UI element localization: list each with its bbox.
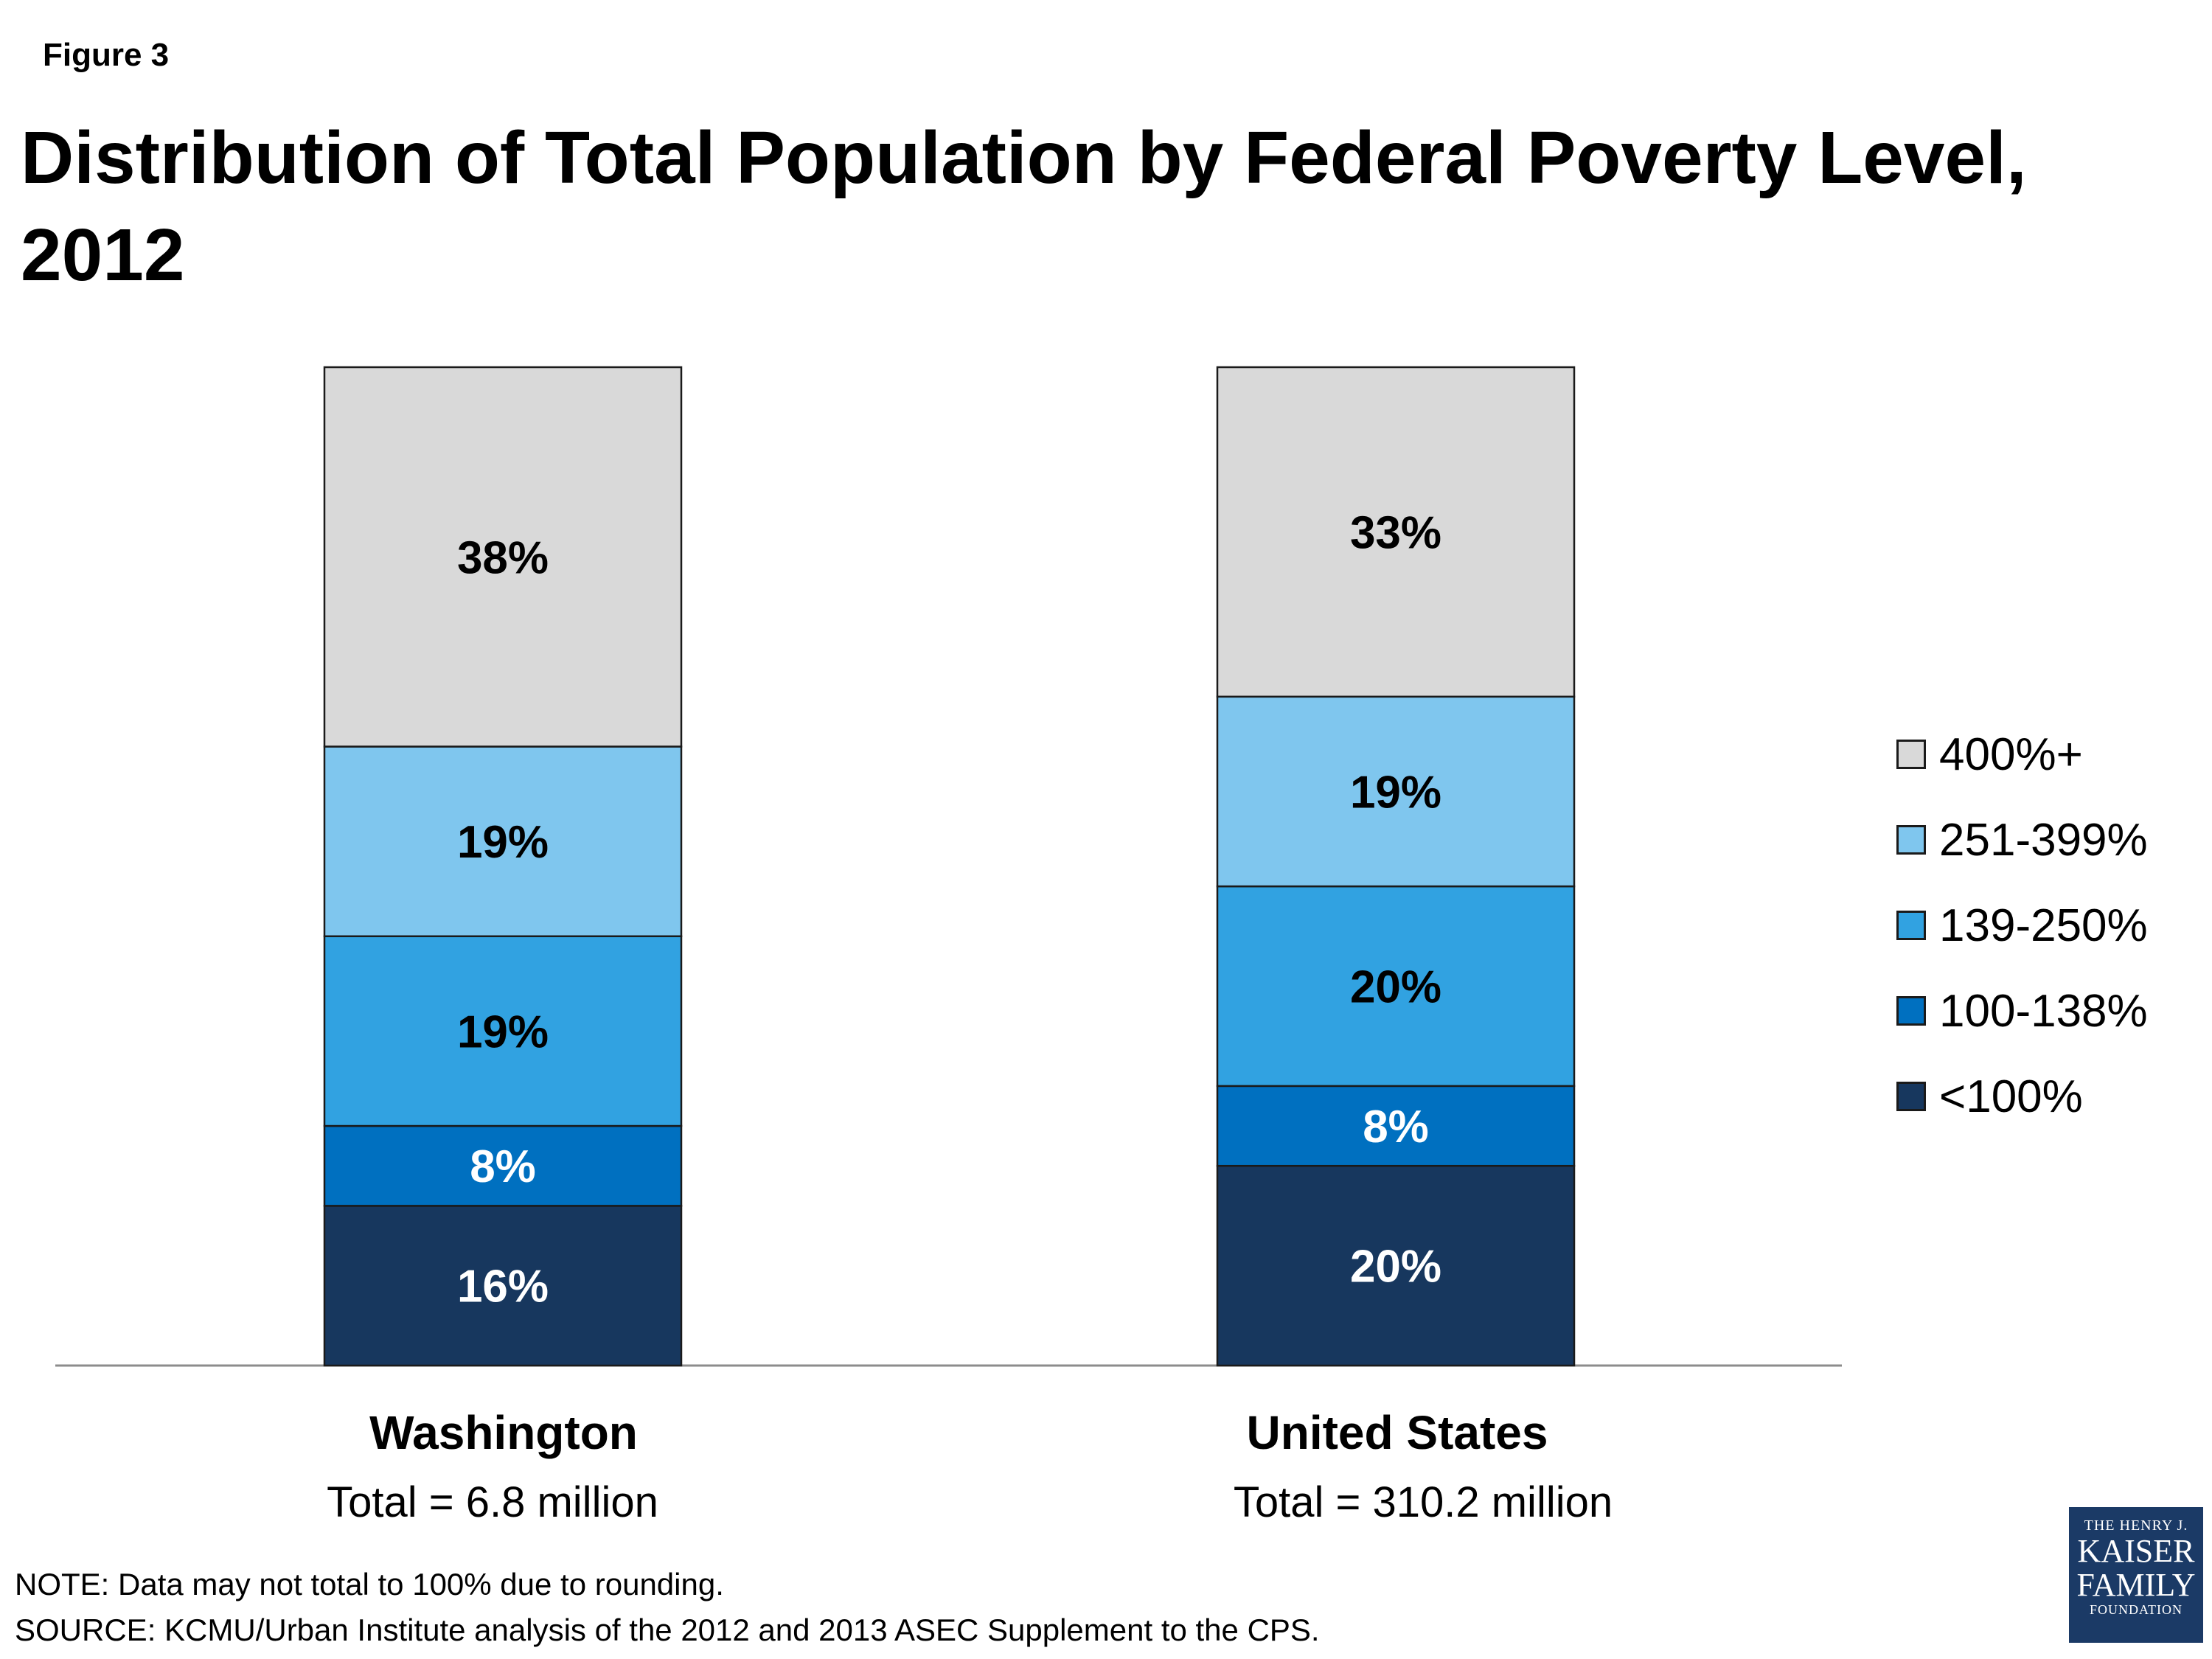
legend-swatch (1896, 1082, 1926, 1111)
category-label-united-states: United States (1246, 1406, 1548, 1459)
bar-segment-washington-3 (323, 745, 683, 938)
data-label-washington-2: 19% (457, 1006, 549, 1057)
bar-segment-united-states-4 (1216, 366, 1576, 698)
data-label-united-states-3: 19% (1350, 767, 1441, 818)
data-label-united-states-4: 33% (1350, 507, 1441, 558)
bar-segment-united-states-2 (1216, 885, 1576, 1088)
data-label-washington-3: 19% (457, 817, 549, 868)
figure-label: Figure 3 (43, 37, 170, 73)
data-label-united-states-1: 8% (1363, 1102, 1429, 1152)
logo-line-3: FAMILY (2076, 1567, 2196, 1603)
data-label-washington-4: 38% (457, 532, 549, 583)
chart-title: Distribution of Total Population by Fede… (21, 116, 2027, 296)
legend-label: 251-399% (1939, 814, 2148, 866)
footnote: NOTE: Data may not total to 100% due to … (15, 1562, 1320, 1653)
bar-segment-united-states-1 (1216, 1085, 1576, 1167)
legend-item: 139-250% (1896, 883, 2148, 968)
legend-swatch (1896, 996, 1926, 1026)
category-label-washington: Washington (369, 1406, 638, 1459)
legend-item: 251-399% (1896, 797, 2148, 883)
data-label-washington-1: 8% (470, 1141, 536, 1192)
legend-label: 139-250% (1939, 900, 2148, 951)
logo-line-1: THE HENRY J. (2084, 1517, 2188, 1534)
bar-segment-washington-1 (323, 1124, 683, 1207)
legend-label: <100% (1939, 1071, 2083, 1122)
legend-item: <100% (1896, 1054, 2148, 1139)
note-text: NOTE: Data may not total to 100% due to … (15, 1567, 724, 1601)
data-label-united-states-0: 20% (1350, 1242, 1441, 1293)
logo-line-2: KAISER (2077, 1533, 2195, 1569)
logo-line-4: FOUNDATION (2090, 1602, 2183, 1617)
data-label-united-states-2: 20% (1350, 961, 1441, 1012)
data-label-washington-0: 16% (457, 1262, 549, 1312)
legend-label: 100-138% (1939, 985, 2148, 1037)
legend-swatch (1896, 740, 1926, 769)
legend-label: 400%+ (1939, 728, 2083, 780)
legend-item: 400%+ (1896, 712, 2148, 797)
kff-logo: THE HENRY J. KAISER FAMILY FOUNDATION (2069, 1507, 2203, 1643)
category-total-washington: Total = 6.8 million (327, 1478, 658, 1526)
bar-segment-washington-4 (323, 366, 683, 748)
legend-swatch (1896, 825, 1926, 855)
bar-segment-united-states-3 (1216, 695, 1576, 888)
category-total-united-states: Total = 310.2 million (1233, 1478, 1613, 1526)
legend-item: 100-138% (1896, 968, 2148, 1054)
legend: 400%+ 251-399% 139-250% 100-138% <100% (1896, 712, 2148, 1139)
bar-segment-washington-2 (323, 935, 683, 1127)
legend-swatch (1896, 911, 1926, 940)
source-text: SOURCE: KCMU/Urban Institute analysis of… (15, 1613, 1320, 1647)
